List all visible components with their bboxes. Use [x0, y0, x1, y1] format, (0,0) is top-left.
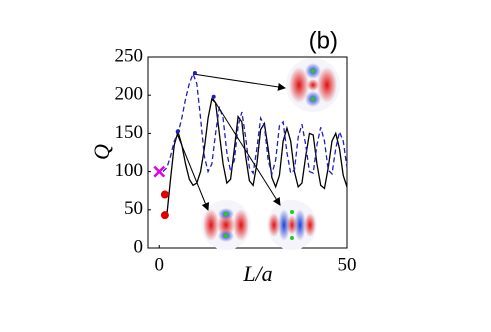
y-tick-label: 250 [115, 45, 144, 66]
series-line [166, 97, 348, 216]
x-tick-label: 0 [155, 254, 165, 275]
cross-marker [153, 165, 166, 178]
point-marker [176, 129, 181, 134]
arrow [175, 130, 210, 211]
point-marker [160, 211, 169, 220]
y-tick-label: 150 [115, 122, 144, 143]
x-tick-label: 50 [338, 254, 357, 275]
arrow [192, 73, 286, 91]
mode-insets [175, 58, 340, 250]
inset [201, 200, 251, 250]
x-axis-label: L/a [242, 261, 272, 286]
y-axis-label: Q [89, 144, 114, 160]
point-marker [211, 94, 216, 99]
y-tick-label: 100 [115, 160, 144, 181]
arrow [211, 96, 281, 206]
inset [286, 58, 340, 112]
point-marker [160, 190, 169, 199]
plot-frame [147, 56, 348, 249]
annotation: (b) [309, 27, 338, 54]
point-marker [192, 71, 197, 76]
series-line [162, 71, 348, 177]
inset [267, 200, 317, 250]
y-tick-label: 0 [134, 236, 144, 257]
y-tick-label: 50 [124, 198, 143, 219]
y-tick-label: 200 [115, 84, 144, 105]
